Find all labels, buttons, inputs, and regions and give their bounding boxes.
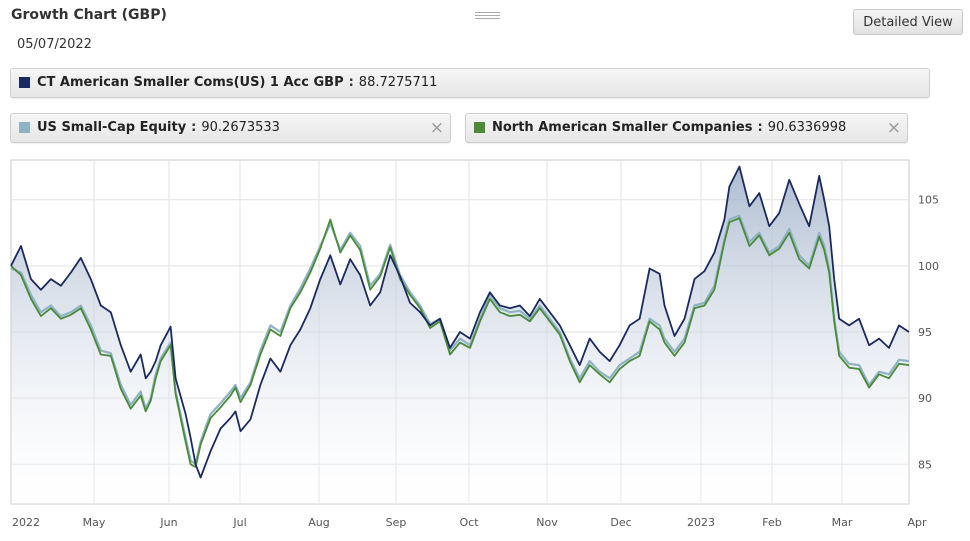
legend-s2-value: 90.6336998 <box>767 120 847 135</box>
x-tick-label: Feb <box>762 516 781 529</box>
x-tick-label: Apr <box>907 516 927 529</box>
detailed-view-button[interactable]: Detailed View <box>853 9 963 35</box>
remove-series-close-icon[interactable]: × <box>429 118 444 138</box>
x-tick-label: Dec <box>610 516 631 529</box>
x-tick-label: Jun <box>159 516 177 529</box>
legend-s2-label: North American Smaller Companies:90.6336… <box>492 120 847 135</box>
remove-series-close-icon[interactable]: × <box>886 118 901 138</box>
x-tick-label: Jul <box>232 516 246 529</box>
x-tick-label: Oct <box>459 516 479 529</box>
legend-series-us-small-cap: US Small-Cap Equity:90.2673533 × <box>10 113 451 143</box>
x-tick-label: Nov <box>536 516 558 529</box>
x-tick-label: May <box>83 516 106 529</box>
legend-s1-value: 90.2673533 <box>201 120 280 135</box>
y-tick-label: 90 <box>918 392 932 405</box>
y-tick-label: 95 <box>918 326 932 339</box>
growth-line-chart[interactable]: 85 90 95 100 105 2022 May Jun Jul Aug Sep Oct Nov De… <box>0 150 970 541</box>
x-tick-label: Sep <box>386 516 407 529</box>
chart-title: Growth Chart (GBP) <box>11 7 167 23</box>
legend-s1-label: US Small-Cap Equity:90.2673533 <box>37 120 280 135</box>
legend-main-value: 88.7275711 <box>358 75 438 90</box>
main-fund-swatch-icon <box>19 77 30 88</box>
legend-main-label: CT American Smaller Coms(US) 1 Acc GBP:8… <box>37 75 438 90</box>
series-line-0[interactable] <box>10 165 910 479</box>
legend-series-north-american: North American Smaller Companies:90.6336… <box>465 113 908 143</box>
x-tick-label: 2023 <box>687 516 715 529</box>
y-tick-label: 100 <box>918 260 939 273</box>
y-tick-label: 105 <box>918 194 939 207</box>
series-line-2[interactable] <box>10 217 910 468</box>
drag-handle-icon[interactable] <box>475 12 500 22</box>
y-tick-label: 85 <box>918 458 932 471</box>
x-tick-label: 2022 <box>12 516 40 529</box>
chart-date: 05/07/2022 <box>17 37 92 52</box>
x-tick-label: Mar <box>832 516 853 529</box>
north-american-swatch-icon <box>474 122 485 133</box>
main-fund-area <box>11 166 909 504</box>
legend-main-fund: CT American Smaller Coms(US) 1 Acc GBP:8… <box>10 68 930 98</box>
us-small-cap-swatch-icon <box>19 122 30 133</box>
x-tick-label: Aug <box>308 516 329 529</box>
